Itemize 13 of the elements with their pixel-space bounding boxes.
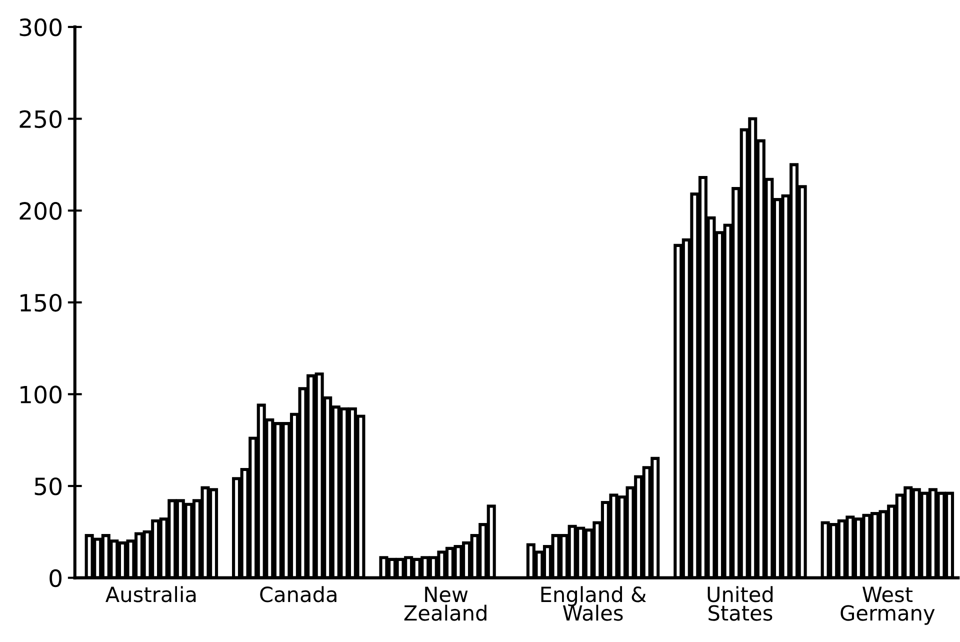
- y-tick-label: 50: [34, 477, 62, 496]
- y-tick-label: 250: [20, 110, 62, 128]
- x-tick-label: England & Wales: [541, 586, 646, 621]
- x-tick-label: United States: [708, 586, 773, 621]
- y-tick-label: 150: [20, 294, 62, 312]
- y-tick-label: 0: [50, 569, 62, 588]
- y-tick-label: 200: [20, 202, 62, 220]
- y-tick-label: 300: [20, 18, 62, 36]
- x-tick-label: Canada: [260, 586, 336, 602]
- x-tick-label: West Germany: [840, 586, 935, 625]
- x-tick-label: Australia: [106, 586, 196, 602]
- y-tick-label: 100: [20, 386, 62, 404]
- x-tick-label: New Zealand: [404, 586, 486, 621]
